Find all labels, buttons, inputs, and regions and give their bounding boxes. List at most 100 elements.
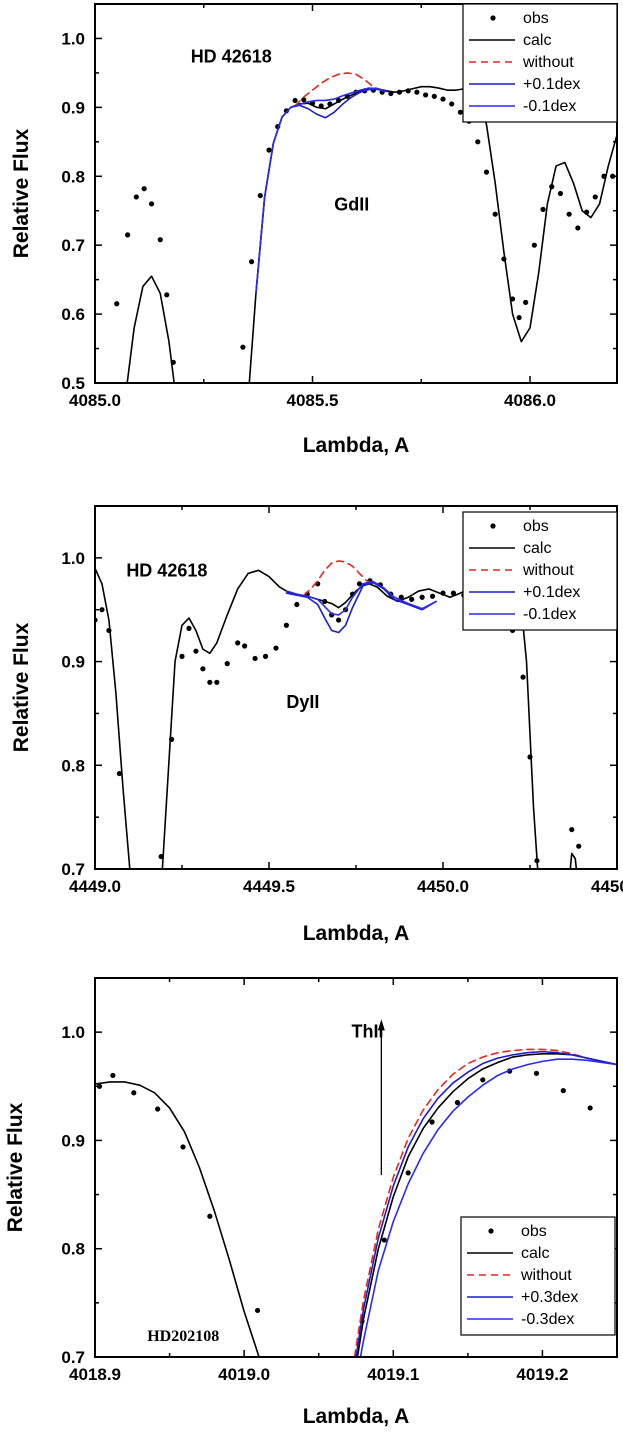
x-tick-label: 4019.2	[516, 1365, 568, 1384]
series-line--0-1dex	[285, 581, 437, 634]
legend: obs calc without +0.3dex -0.3dex	[460, 1216, 616, 1336]
plot-area	[114, 72, 617, 406]
y-tick-label: 0.7	[61, 1348, 85, 1367]
legend-label: -0.3dex	[521, 1311, 574, 1328]
obs-point	[336, 617, 342, 623]
legend-box	[462, 511, 618, 631]
obs-point	[155, 1106, 161, 1112]
x-tick-label: 4450.0	[417, 877, 469, 896]
obs-point	[116, 770, 122, 777]
series-line--0-3dex	[359, 1058, 617, 1357]
series-line--0-1dex	[285, 580, 437, 616]
plot-frame	[94, 3, 618, 384]
obs-point	[587, 1105, 593, 1111]
chart-panel-1: 4085.0 4085.5 4086.0 0.5 0.6 0.7 0.8 0.9 1.0 Lamb…	[10, 3, 618, 457]
obs-point	[301, 97, 307, 103]
legend-label: without	[522, 562, 574, 579]
annotation-label: GdII	[334, 195, 369, 215]
obs-point	[429, 1119, 435, 1125]
obs-point	[110, 1072, 116, 1079]
obs-point	[249, 259, 255, 265]
legend-label: obs	[523, 518, 549, 535]
series-obs	[114, 87, 616, 406]
obs-point	[207, 1213, 213, 1219]
obs-point	[131, 1090, 137, 1096]
series-line-calc	[126, 85, 617, 383]
y-tick-label: 0.7	[61, 860, 85, 879]
obs-point	[560, 1088, 566, 1094]
x-tick-label: 4018.9	[69, 1365, 121, 1384]
annotation-label: HD202108	[147, 1328, 219, 1345]
y-tick-label: 0.8	[61, 167, 85, 186]
obs-point	[557, 190, 564, 197]
obs-point	[179, 401, 184, 406]
x-axis-title: Lambda, A	[303, 922, 410, 945]
arrow-head	[377, 1019, 385, 1031]
y-axis-title: Relative Flux	[4, 1102, 27, 1232]
legend-label: calc	[521, 1245, 549, 1262]
plot-area	[95, 1048, 617, 1357]
legend-label: calc	[523, 32, 551, 49]
legend-box	[462, 3, 618, 123]
obs-point	[266, 147, 272, 153]
legend-swatch-dot	[488, 1228, 494, 1234]
x-tick-label: 4085.5	[287, 391, 339, 410]
series-line--0-3dex	[355, 1050, 617, 1357]
legend-swatch-dot	[490, 523, 496, 529]
legend-label: calc	[523, 540, 551, 557]
obs-point	[492, 211, 498, 217]
obs-point	[520, 674, 526, 680]
x-tick-label: 4085.0	[69, 391, 121, 410]
chart-panel-3: 4018.9 4019.0 4019.1 4019.2 0.7 0.8 0.9 1.0 Lamb…	[4, 977, 618, 1428]
obs-point	[409, 596, 415, 602]
obs-point	[356, 581, 363, 587]
legend: obs calc without +0.1dex -0.1dex	[462, 3, 618, 123]
series-line--0-1dex	[255, 87, 388, 295]
obs-point	[133, 194, 139, 200]
obs-point	[200, 666, 206, 672]
obs-point	[414, 89, 420, 95]
obs-point	[483, 169, 490, 175]
series-line-without	[302, 560, 375, 596]
obs-point	[180, 1144, 186, 1150]
obs-point	[457, 109, 463, 115]
obs-point	[405, 1170, 411, 1176]
legend-label: without	[522, 54, 574, 71]
obs-point	[283, 622, 289, 628]
obs-point	[186, 625, 192, 631]
y-tick-label: 0.6	[61, 305, 85, 324]
obs-point	[566, 211, 572, 217]
y-tick-label: 0.7	[61, 236, 85, 255]
obs-point	[252, 655, 258, 662]
x-tick-label: 4449.0	[69, 877, 121, 896]
obs-point	[262, 653, 269, 659]
obs-point	[523, 299, 529, 305]
obs-point	[273, 645, 279, 651]
obs-point	[381, 1237, 387, 1243]
x-axis-title: Lambda, A	[303, 1405, 410, 1428]
x-tick-label: 4450.5	[591, 877, 623, 896]
obs-point	[592, 194, 598, 200]
legend: obs calc without +0.1dex -0.1dex	[462, 511, 618, 631]
y-axis-title: Relative Flux	[10, 622, 33, 752]
obs-point	[480, 1077, 486, 1083]
y-tick-label: 0.9	[61, 1131, 85, 1150]
obs-point	[431, 93, 437, 99]
legend-label: -0.1dex	[523, 98, 576, 115]
legend-label: +0.1dex	[523, 76, 580, 93]
obs-point	[141, 186, 147, 192]
obs-point	[125, 232, 131, 238]
x-tick-label: 4019.0	[218, 1365, 270, 1384]
obs-point	[157, 237, 163, 243]
obs-point	[179, 653, 185, 659]
y-tick-label: 1.0	[61, 1023, 85, 1042]
obs-point	[114, 301, 120, 307]
plot-frame	[94, 977, 618, 1358]
obs-point	[292, 97, 298, 104]
y-tick-label: 0.9	[61, 653, 85, 672]
obs-point	[419, 594, 425, 600]
annotation-label: HD 42618	[126, 561, 207, 581]
obs-point	[450, 590, 457, 596]
obs-point	[540, 206, 546, 212]
